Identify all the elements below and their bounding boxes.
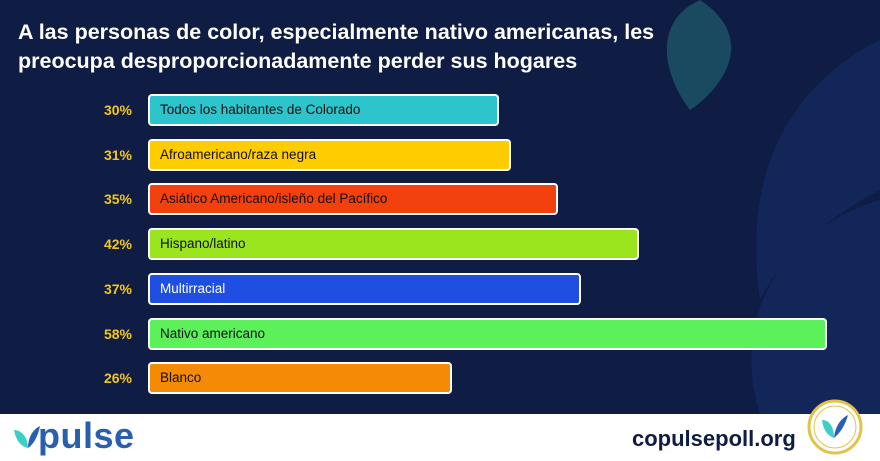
category-label: Hispano/latino (160, 236, 246, 251)
category-label: Asiático Americano/isleño del Pacífico (160, 191, 388, 206)
title-line-2: preocupa desproporcionadamente perder su… (18, 49, 578, 73)
category-label: Todos los habitantes de Colorado (160, 102, 361, 117)
category-label: Multirracial (160, 281, 226, 296)
bar: Hispano/latino (148, 228, 639, 260)
bar: Afroamericano/raza negra (148, 139, 511, 171)
bar: Todos los habitantes de Colorado (148, 94, 499, 126)
bar: Nativo americano (148, 318, 827, 350)
pulse-leaf-icon (14, 426, 40, 448)
value-label: 31% (103, 147, 132, 163)
value-label: 26% (103, 370, 132, 386)
leaf-decoration (666, 0, 880, 414)
footer: pulse copulsepoll.org (0, 414, 880, 461)
bar: Multirracial (148, 273, 581, 305)
upper-leaf-shape (756, 40, 880, 300)
seal-leaf-icon (807, 399, 863, 455)
lower-leaf-shape (751, 200, 880, 414)
category-label: Nativo americano (160, 326, 266, 341)
chart-panel: A las personas de color, especialmente n… (0, 0, 880, 414)
category-label: Afroamericano/raza negra (160, 147, 317, 162)
pulse-logo-text: pulse (38, 415, 135, 456)
chart-title: A las personas de color, especialmente n… (18, 18, 798, 76)
teal-leaf-shape (666, 0, 732, 110)
title-line-1: A las personas de color, especialmente n… (18, 20, 655, 44)
value-label: 30% (103, 102, 132, 118)
value-label: 58% (103, 326, 132, 342)
value-label: 37% (103, 281, 132, 297)
value-label: 35% (103, 191, 132, 207)
category-label: Blanco (160, 370, 202, 385)
bar: Blanco (148, 362, 452, 394)
website-link[interactable]: copulsepoll.org (632, 426, 796, 451)
value-label: 42% (103, 236, 132, 252)
bar: Asiático Americano/isleño del Pacífico (148, 183, 558, 215)
